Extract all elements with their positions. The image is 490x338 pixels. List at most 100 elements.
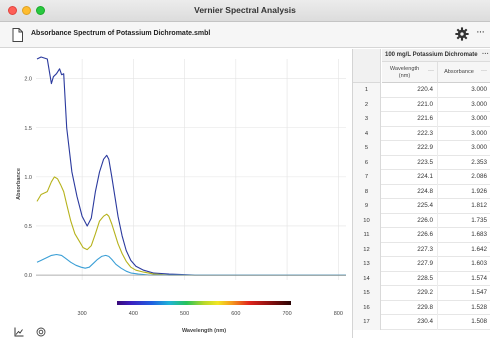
table-row[interactable]: 12 227.3 1.642 <box>353 242 490 257</box>
cell-absorbance[interactable]: 2.086 <box>471 173 487 180</box>
cell-wavelength[interactable]: 230.4 <box>382 315 438 330</box>
x-tick-label: 400 <box>129 311 138 317</box>
x-tick-label: 500 <box>180 311 189 317</box>
table-row[interactable]: 14 228.5 1.574 <box>353 271 490 286</box>
y-axis-label: Absorbance <box>16 168 22 200</box>
cell-absorbance[interactable]: 1.603 <box>471 260 487 267</box>
table-row[interactable]: 7 224.1 2.086 <box>353 170 490 185</box>
spectrum-series-line-1[interactable] <box>36 56 346 276</box>
cell-wavelength[interactable]: 228.5 <box>382 271 438 286</box>
spectrum-series-line-3[interactable] <box>36 253 346 276</box>
table-body: 1 220.4 3.000 2 221.0 3.000 3 221.6 3.000 4 222.3 3… <box>353 83 490 330</box>
cell-absorbance[interactable]: 3.000 <box>471 86 487 93</box>
row-number: 4 <box>353 126 381 141</box>
row-number: 8 <box>353 184 381 199</box>
cell-absorbance[interactable]: 3.000 <box>471 115 487 122</box>
cell-wavelength[interactable]: 226.6 <box>382 228 438 243</box>
document-title: Absorbance Spectrum of Potassium Dichrom… <box>31 30 211 37</box>
graph-options-icon[interactable] <box>14 327 24 337</box>
cell-absorbance[interactable]: 1.574 <box>471 274 487 282</box>
row-number: 12 <box>353 242 381 257</box>
cell-wavelength[interactable]: 224.8 <box>382 184 438 199</box>
table-row[interactable]: 8 224.8 1.926 <box>353 184 490 199</box>
x-tick-label: 800 <box>334 311 343 317</box>
document-icon[interactable] <box>12 28 23 42</box>
cell-absorbance[interactable]: 1.508 <box>471 318 487 325</box>
cell-absorbance[interactable]: 1.528 <box>471 303 487 311</box>
window-title: Vernier Spectral Analysis <box>194 5 296 15</box>
y-tick-label: 1.5 <box>24 126 32 132</box>
cell-absorbance[interactable]: 1.547 <box>471 289 487 296</box>
spectrum-chart[interactable]: 2.0 1.5 1.0 0.5 0.0 300 400 500 600 700 800 Absorb… <box>0 49 352 338</box>
close-window-button[interactable] <box>8 6 17 15</box>
table-row[interactable]: 10 226.0 1.735 <box>353 213 490 228</box>
table-row[interactable]: 4 222.3 3.000 <box>353 126 490 141</box>
column-menu-icon[interactable]: ··· <box>428 68 434 74</box>
gear-icon[interactable] <box>455 27 469 41</box>
cell-wavelength[interactable]: 222.3 <box>382 126 438 141</box>
cell-wavelength[interactable]: 222.9 <box>382 141 438 156</box>
table-row[interactable]: 5 222.9 3.000 <box>353 141 490 156</box>
row-number: 9 <box>353 199 381 214</box>
cell-absorbance[interactable]: 3.000 <box>471 100 487 108</box>
row-number: 10 <box>353 213 381 228</box>
examine-icon[interactable] <box>36 327 46 337</box>
table-row[interactable]: 13 227.9 1.603 <box>353 257 490 272</box>
row-number: 6 <box>353 155 381 170</box>
cell-wavelength[interactable]: 221.6 <box>382 112 438 127</box>
cell-wavelength[interactable]: 221.0 <box>382 97 438 112</box>
dataset-menu-icon[interactable]: ··· <box>482 51 489 58</box>
column-label-wavelength: Wavelength (nm) <box>389 66 420 79</box>
table-row[interactable]: 2 221.0 3.000 <box>353 97 490 112</box>
table-row[interactable]: 16 229.8 1.528 <box>353 300 490 315</box>
cell-wavelength[interactable]: 225.4 <box>382 199 438 214</box>
cell-absorbance[interactable]: 3.000 <box>471 129 487 137</box>
row-number: 3 <box>353 112 381 127</box>
cell-absorbance[interactable]: 1.926 <box>471 187 487 195</box>
cell-wavelength[interactable]: 227.3 <box>382 242 438 257</box>
cell-absorbance[interactable]: 1.735 <box>471 216 487 224</box>
row-number: 7 <box>353 170 381 185</box>
cell-absorbance[interactable]: 1.812 <box>471 202 487 209</box>
graph-panel[interactable]: 2.0 1.5 1.0 0.5 0.0 300 400 500 600 700 800 Absorb… <box>0 49 352 338</box>
column-header-wavelength[interactable]: Wavelength (nm) ··· <box>382 62 438 83</box>
table-row[interactable]: 11 226.6 1.683 <box>353 228 490 243</box>
x-tick-label: 700 <box>282 311 291 317</box>
cell-wavelength[interactable]: 227.9 <box>382 257 438 272</box>
dataset-name[interactable]: 100 mg/L Potassium Dichromate ··· <box>382 49 490 62</box>
table-row[interactable]: 1 220.4 3.000 <box>353 83 490 98</box>
minimize-window-button[interactable] <box>22 6 31 15</box>
spectrum-series-line-2[interactable] <box>36 176 346 276</box>
cell-absorbance[interactable]: 2.353 <box>471 158 487 166</box>
cell-wavelength[interactable]: 229.2 <box>382 286 438 301</box>
table-row[interactable]: 6 223.5 2.353 <box>353 155 490 170</box>
cell-wavelength[interactable]: 220.4 <box>382 83 438 98</box>
cell-absorbance[interactable]: 1.642 <box>471 245 487 253</box>
dataset-name-label: 100 mg/L Potassium Dichromate <box>385 52 478 58</box>
row-number: 1 <box>353 83 381 98</box>
data-table: 100 mg/L Potassium Dichromate ··· Wavele… <box>352 49 490 338</box>
column-menu-icon[interactable]: ··· <box>481 68 487 74</box>
table-row[interactable]: 3 221.6 3.000 <box>353 112 490 127</box>
table-corner <box>353 49 381 83</box>
table-row[interactable]: 17 230.4 1.508 <box>353 315 490 330</box>
zoom-window-button[interactable] <box>36 6 45 15</box>
x-axis-label: Wavelength (nm) <box>182 328 226 334</box>
cell-wavelength[interactable]: 223.5 <box>382 155 438 170</box>
row-number: 17 <box>353 315 381 330</box>
cell-wavelength[interactable]: 229.8 <box>382 300 438 315</box>
y-tick-label: 0.5 <box>24 224 32 230</box>
cell-absorbance[interactable]: 3.000 <box>471 144 487 151</box>
cell-wavelength[interactable]: 226.0 <box>382 213 438 228</box>
cell-wavelength[interactable]: 224.1 <box>382 170 438 185</box>
y-tick-label: 0.0 <box>24 273 32 279</box>
table-row[interactable]: 9 225.4 1.812 <box>353 199 490 214</box>
row-number: 15 <box>353 286 381 301</box>
row-number: 13 <box>353 257 381 272</box>
cell-absorbance[interactable]: 1.683 <box>471 231 487 238</box>
column-header-absorbance[interactable]: Absorbance ··· <box>438 62 490 83</box>
table-row[interactable]: 15 229.2 1.547 <box>353 286 490 301</box>
window-titlebar: Vernier Spectral Analysis <box>0 0 490 22</box>
more-options-icon[interactable]: ··· <box>476 26 485 38</box>
toolbar: Absorbance Spectrum of Potassium Dichrom… <box>0 22 490 48</box>
